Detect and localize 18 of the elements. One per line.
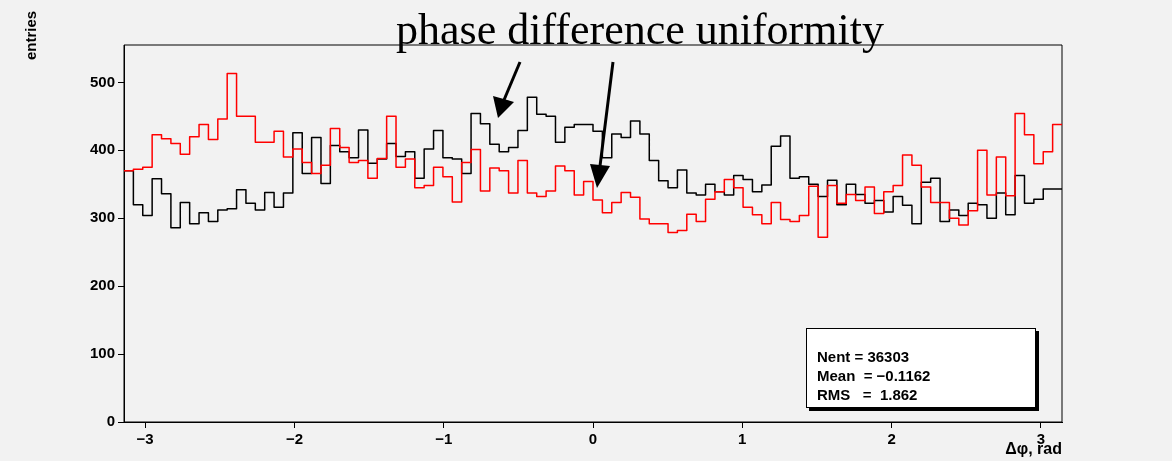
- annotation: Nent = 36303: [817, 347, 911, 366]
- y-tick-label: 200: [89, 276, 115, 294]
- annotation: Mean = −0.1162: [817, 366, 932, 385]
- x-tick-label: −1: [435, 430, 453, 448]
- x-tick-label: 2: [887, 430, 896, 448]
- x-tick-label: 0: [588, 430, 598, 448]
- stats-panel: Nent = 36303 Mean = −0.1162 RMS = 1.862: [806, 328, 1036, 408]
- annotation: RMS = 1.862: [817, 385, 919, 404]
- x-tick-label: 1: [738, 430, 747, 448]
- y-tick-label: 500: [89, 72, 115, 90]
- y-tick-label: 300: [89, 208, 115, 226]
- x-tick-label: −2: [285, 430, 303, 448]
- y-axis-title: entries: [22, 10, 40, 60]
- x-tick-label: −3: [136, 430, 154, 448]
- chart-title: phase difference uniformity: [395, 4, 885, 55]
- y-tick-label: 0: [106, 412, 115, 430]
- y-tick-label: 400: [89, 140, 115, 158]
- y-tick-label: 100: [89, 344, 115, 362]
